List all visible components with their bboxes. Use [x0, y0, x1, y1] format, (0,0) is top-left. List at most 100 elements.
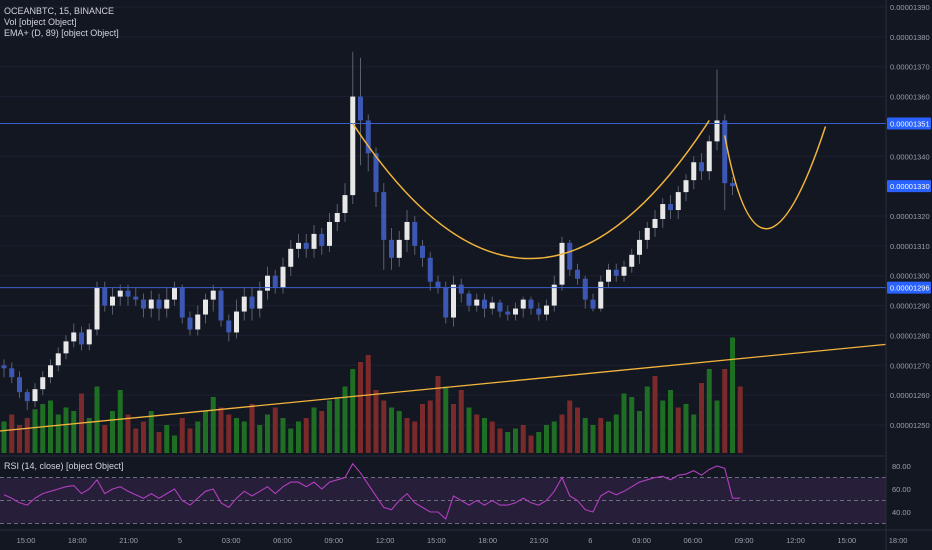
volume-bar: [629, 397, 635, 453]
rsi-line: [3, 462, 741, 520]
candle-body: [575, 269, 580, 279]
rsi-legend-label[interactable]: RSI (14, close) [object Object]: [4, 461, 124, 471]
volume-bar: [342, 386, 348, 453]
volume-bar: [141, 421, 146, 453]
volume-bar: [40, 404, 46, 453]
volume-bar: [350, 369, 356, 453]
candle-body: [241, 296, 247, 312]
volume-bar: [559, 414, 565, 453]
candle-body: [668, 204, 673, 211]
main-legend: OCEANBTC, 15, BINANCE Vol [object Object…: [4, 6, 119, 39]
candle-body: [195, 314, 201, 330]
volume-bar: [195, 421, 201, 453]
candle-body: [164, 299, 170, 309]
candle-body: [699, 162, 704, 172]
volume-bar: [94, 386, 100, 453]
candle-body: [117, 290, 123, 297]
volume-bar: [675, 407, 681, 453]
price-label-text: 0.00001296: [890, 284, 930, 293]
candle-body: [79, 332, 84, 345]
volume-bar: [536, 432, 542, 453]
volume-bar: [32, 409, 38, 453]
candle-body: [528, 299, 534, 309]
candle-body: [102, 287, 108, 306]
cup-curve: [352, 120, 710, 260]
volume-bar: [613, 414, 619, 453]
volume-bar: [179, 418, 185, 453]
candle-body: [513, 308, 518, 315]
candle-body: [203, 299, 208, 315]
volume-bar: [644, 386, 650, 453]
price-tick-label: 0.00001390: [890, 3, 930, 12]
candle-body: [334, 213, 340, 222]
candle-body: [40, 377, 46, 390]
time-tick-label: 09:00: [735, 536, 754, 545]
rsi-pane: [0, 455, 932, 524]
candle-body: [381, 192, 387, 240]
handle-curve: [724, 126, 827, 230]
time-axis[interactable]: 15:00 18:00 21:00 5 03:00 06:00 09:00 12:00 15:0…: [0, 529, 932, 545]
volume-legend[interactable]: Vol [object Object]: [4, 17, 77, 27]
candle-body: [350, 96, 356, 196]
candle-body: [730, 183, 735, 187]
time-tick-label: 15:00: [17, 536, 36, 545]
volume-bar: [730, 337, 735, 453]
price-axis[interactable]: 0.00001390 0.00001380 0.00001370 0.00001360…: [885, 0, 932, 550]
volume-bar: [172, 435, 177, 453]
price-label-box: [887, 117, 931, 130]
volume-bar: [9, 414, 15, 453]
candle-body: [652, 218, 658, 228]
volume-bar: [303, 418, 309, 453]
ema-legend[interactable]: EMA+ (D, 89) [object Object]: [4, 28, 119, 38]
candle-body: [466, 293, 472, 306]
price-levels: [0, 122, 886, 289]
candle-body: [389, 239, 394, 258]
time-tick-label: 18:00: [68, 536, 87, 545]
volume-bar: [48, 400, 53, 453]
volume-bar: [272, 407, 278, 453]
volume-bar: [714, 400, 720, 453]
time-tick-label: 6: [588, 536, 592, 545]
volume-bar: [133, 428, 139, 453]
time-tick-label: 09:00: [324, 536, 343, 545]
volume-bar: [474, 414, 480, 453]
volume-bar: [520, 425, 526, 453]
volume-bar: [404, 418, 410, 453]
candle-body: [420, 245, 425, 258]
volume-bar: [358, 362, 363, 453]
volume-bar: [381, 400, 387, 453]
candle-body: [71, 332, 77, 342]
volume-bar: [412, 421, 418, 453]
volume-bar: [187, 428, 193, 453]
candle-body: [590, 299, 596, 309]
volume-bar: [86, 418, 92, 453]
candle-body: [660, 204, 666, 219]
candle-body: [451, 284, 456, 318]
volume-bar: [699, 383, 704, 453]
symbol-legend[interactable]: OCEANBTC, 15, BINANCE: [4, 6, 115, 16]
volume-bar: [489, 421, 495, 453]
candle-body: [675, 192, 681, 211]
candle-body: [133, 296, 139, 300]
volume-bar: [551, 421, 557, 453]
volume-bar: [311, 407, 317, 453]
volume-bar: [55, 414, 61, 453]
time-tick-label: 18:00: [478, 536, 497, 545]
price-label-text: 0.00001351: [890, 119, 930, 128]
volume-bar: [156, 432, 162, 453]
volume-bars: [1, 337, 743, 453]
candle-body: [303, 242, 309, 249]
volume-bar: [420, 404, 425, 453]
candle-body: [412, 221, 418, 246]
volume-bar: [396, 411, 402, 453]
volume-bar: [241, 421, 247, 453]
volume-bar: [466, 407, 472, 453]
volume-bar: [427, 400, 433, 453]
volume-bar: [691, 414, 697, 453]
time-tick-label: 12:00: [376, 536, 395, 545]
candle-body: [1, 365, 7, 369]
price-tick-label: 0.00001250: [890, 421, 930, 430]
volume-bar: [706, 369, 712, 453]
